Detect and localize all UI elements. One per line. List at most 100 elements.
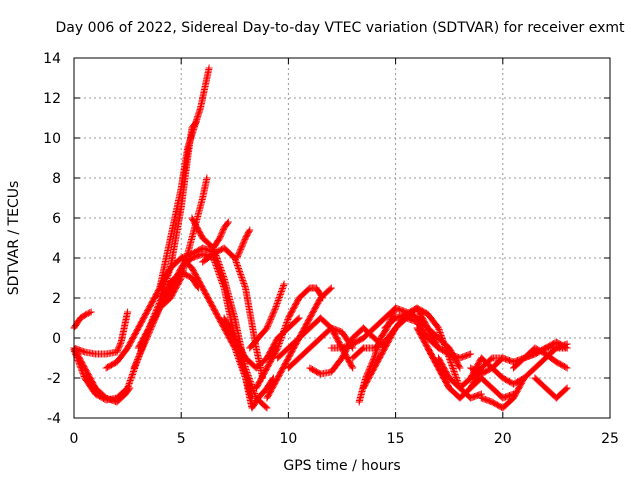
data-point (160, 284, 168, 291)
data-point (447, 359, 455, 366)
data-point (217, 231, 225, 239)
data-point (445, 354, 453, 362)
data-point (280, 280, 288, 288)
data-point (277, 289, 285, 297)
series-track-9 (166, 118, 200, 272)
data-point (262, 403, 270, 411)
data-point (275, 341, 283, 349)
data-point (216, 262, 224, 270)
y-axis-label: SDTVAR / TECUs (6, 181, 22, 296)
data-point (156, 294, 164, 302)
data-point (248, 382, 256, 390)
data-point (212, 250, 220, 258)
data-point (281, 325, 289, 332)
data-point (269, 310, 277, 318)
data-point (205, 64, 213, 72)
data-point (162, 276, 170, 284)
data-point (390, 307, 398, 315)
data-point (447, 360, 455, 368)
x-tick-label: 10 (279, 431, 297, 447)
data-point (131, 363, 139, 371)
data-point (137, 347, 145, 355)
data-point (125, 380, 133, 387)
data-point (83, 310, 91, 318)
y-tick-label: 0 (52, 331, 61, 347)
data-point (370, 355, 378, 363)
data-point (444, 350, 452, 357)
data-point (279, 331, 287, 338)
data-point (216, 233, 224, 241)
data-point (435, 326, 443, 333)
data-point (136, 350, 144, 358)
data-point (326, 285, 334, 293)
x-axis-label: GPS time / hours (283, 458, 400, 474)
data-point (238, 241, 246, 249)
data-point (237, 244, 245, 252)
data-point (219, 271, 227, 279)
data-point (113, 348, 121, 356)
data-point (236, 269, 244, 277)
data-point (220, 273, 228, 280)
data-point (437, 330, 445, 338)
data-point (126, 377, 134, 384)
data-point (124, 308, 132, 316)
data-point (216, 264, 224, 271)
data-point (247, 381, 255, 388)
data-point (216, 234, 224, 242)
series-track-12 (199, 244, 267, 382)
data-point (279, 285, 287, 292)
data-point (215, 261, 223, 268)
data-point (124, 384, 132, 392)
data-point (283, 319, 291, 326)
data-point (158, 287, 166, 294)
data-point (562, 343, 570, 351)
data-point (240, 280, 248, 287)
data-point (233, 260, 241, 268)
data-point (441, 342, 449, 350)
data-point (251, 391, 259, 399)
data-point (125, 381, 133, 389)
grid-lines (74, 58, 610, 418)
data-point (165, 267, 173, 275)
data-point (278, 286, 286, 294)
data-point (156, 293, 164, 300)
data-point (214, 258, 222, 265)
data-point (213, 255, 221, 262)
data-point (274, 298, 282, 306)
data-point (274, 343, 282, 350)
y-tick-label: 6 (52, 211, 61, 227)
data-point (563, 344, 571, 352)
data-point (276, 292, 284, 300)
data-point (115, 344, 123, 352)
data-point (84, 309, 92, 317)
data-point (242, 364, 250, 372)
data-point (240, 281, 248, 289)
data-point (246, 226, 254, 234)
data-point (162, 278, 170, 285)
data-point (243, 367, 251, 375)
data-point (127, 374, 135, 381)
data-point (161, 281, 169, 288)
x-tick-label: 25 (601, 431, 619, 447)
data-point (563, 384, 571, 392)
data-point (240, 238, 248, 246)
data-point (272, 304, 280, 312)
data-point (115, 342, 123, 350)
data-point (467, 350, 475, 358)
data-point (238, 275, 246, 283)
data-point (349, 364, 357, 372)
data-point (295, 314, 303, 322)
x-axis-ticks: 0 5 10 15 20 25 (70, 58, 619, 447)
series-track-35 (531, 374, 571, 402)
series-track-14 (209, 218, 232, 252)
data-point (389, 310, 397, 318)
y-tick-label: 4 (52, 251, 61, 267)
data-point (132, 360, 140, 368)
y-axis-ticks: -4 -2 0 2 4 6 8 10 12 14 (43, 51, 610, 427)
data-point (217, 267, 225, 274)
data-point (117, 339, 125, 347)
data-point (280, 326, 288, 334)
data-point (270, 308, 278, 316)
data-point (563, 364, 571, 372)
data-point (277, 334, 285, 341)
